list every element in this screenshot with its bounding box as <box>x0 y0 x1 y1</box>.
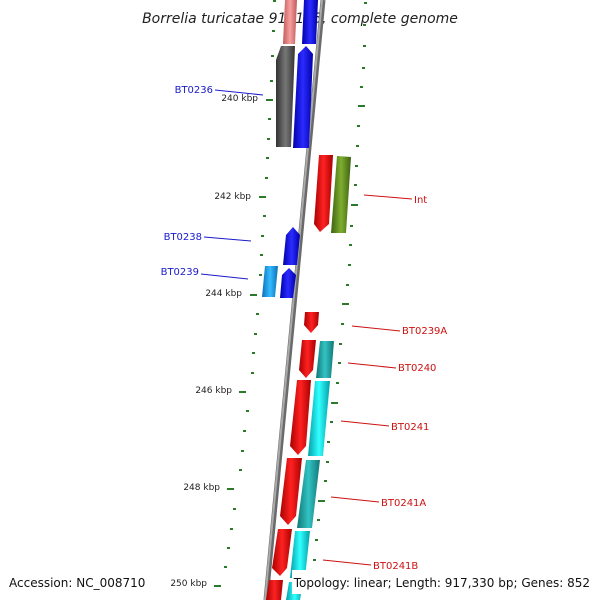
label-int: Int <box>414 195 427 206</box>
gene-bt0236-gray <box>276 46 295 147</box>
gene-bt0241a-red <box>280 458 302 525</box>
label-bt0241: BT0241 <box>391 422 429 433</box>
topology-summary-text: Topology: linear; Length: 917,330 bp; Ge… <box>293 576 590 590</box>
gene-bt0238 <box>283 227 300 265</box>
footer-right-bg <box>292 570 592 594</box>
gene-int-olive <box>331 156 351 233</box>
tick-242-kbp: 242 kbp <box>214 192 251 202</box>
tick-248-kbp: 248 kbp <box>183 483 220 493</box>
gene-bt0241b-red <box>272 529 292 576</box>
tick-240-kbp: 240 kbp <box>221 94 258 104</box>
label-bt0239a: BT0239A <box>402 326 447 337</box>
gene-blue-forward <box>293 46 313 148</box>
tick-250-kbp: 250 kbp <box>170 579 207 589</box>
gene-bt0239-lightblue <box>262 266 278 297</box>
footer-left-bg <box>0 570 158 594</box>
left-dot-scale <box>214 0 276 587</box>
chromosome-backbone <box>263 0 326 600</box>
gene-blue-top <box>302 0 318 44</box>
label-bt0240: BT0240 <box>398 363 436 374</box>
gene-bt0239-blue <box>280 268 296 298</box>
gene-bt0239a <box>304 312 319 333</box>
map-title: Borrelia turicatae 91E135, complete geno… <box>142 11 458 27</box>
label-bt0239: BT0239 <box>161 267 199 278</box>
gene-pink-top <box>283 0 297 44</box>
tick-244-kbp: 244 kbp <box>205 289 242 299</box>
gene-bt0240-teal <box>316 341 334 378</box>
label-bt0238: BT0238 <box>164 232 202 243</box>
accession-text: Accession: NC_008710 <box>9 576 145 590</box>
gene-bt0241-cyan <box>308 381 330 456</box>
tick-246-kbp: 246 kbp <box>195 386 232 396</box>
gene-bt0241-red <box>290 380 311 455</box>
gene-int-red <box>314 155 333 232</box>
right-dot-scale <box>313 2 367 561</box>
label-bt0241b: BT0241B <box>373 561 418 572</box>
label-bt0236: BT0236 <box>175 85 213 96</box>
gene-bt0241b-cyan <box>290 531 310 578</box>
gene-bottom-red <box>266 580 283 600</box>
gene-features <box>262 0 351 600</box>
gene-labels: BT0236 BT0238 BT0239 Int BT0239A BT0240 … <box>161 85 448 572</box>
gene-bt0241a-teal <box>297 460 320 528</box>
gene-bt0240-red <box>299 340 316 378</box>
label-bt0241a: BT0241A <box>381 498 426 509</box>
